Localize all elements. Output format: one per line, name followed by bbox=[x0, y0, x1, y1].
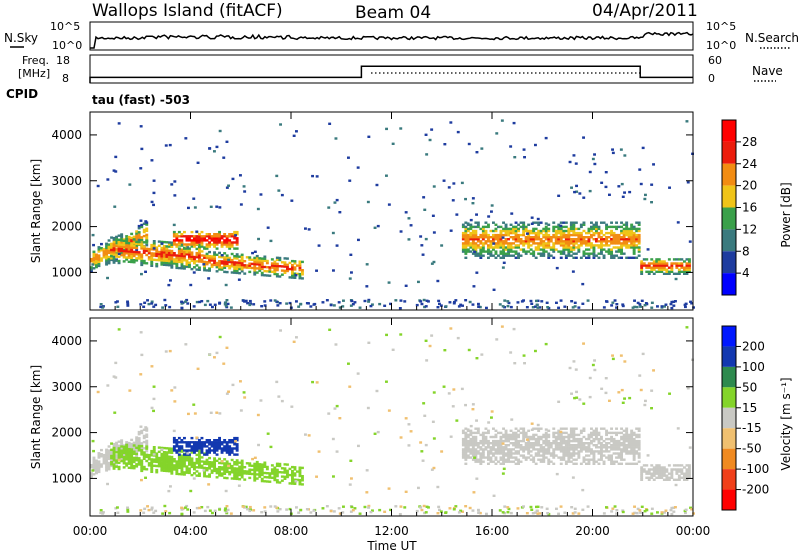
velocity-colorbar-tick-6: -100 bbox=[742, 462, 769, 476]
nave-tick-bottom: 0 bbox=[708, 72, 715, 85]
date-title: 04/Apr/2011 bbox=[592, 1, 698, 21]
noise-search-label: N.Search bbox=[745, 31, 799, 45]
xtick-4: 16:00 bbox=[475, 524, 510, 538]
beam-title: Beam 04 bbox=[355, 3, 431, 23]
velocity-colorbar-swatch-2 bbox=[722, 366, 736, 388]
power-echo-field bbox=[90, 119, 695, 310]
velocity-colorbar: 200 100 50 15 -15 -50 -100 -200 bbox=[721, 325, 769, 511]
xtick-2: 08:00 bbox=[274, 524, 309, 538]
velocity-colorbar-tick-5: -50 bbox=[742, 442, 762, 456]
velocity-colorbar-tick-4: -15 bbox=[742, 421, 762, 435]
power-colorbar-swatch-4 bbox=[722, 207, 736, 230]
power-colorbar-tick-0: 28 bbox=[742, 135, 757, 149]
power-colorbar-swatch-7 bbox=[722, 273, 736, 295]
freq-label: Freq. bbox=[22, 54, 49, 67]
velocity-colorbar-swatch-8 bbox=[722, 489, 736, 510]
velocity-colorbar-swatch-6 bbox=[722, 448, 736, 470]
power-colorbar-swatch-2 bbox=[722, 163, 736, 186]
xtick-0: 00:00 bbox=[73, 524, 108, 538]
velocity-colorbar-swatch-3 bbox=[722, 387, 736, 408]
cpid-text: tau (fast) -503 bbox=[92, 93, 190, 107]
noise-right-tick-bottom: 10^0 bbox=[706, 39, 736, 52]
power-colorbar-swatch-1 bbox=[722, 141, 736, 164]
velocity-ytick-1000: 1000 bbox=[51, 471, 82, 485]
xtick-5: 20:00 bbox=[575, 524, 610, 538]
power-ytick-3000: 3000 bbox=[51, 174, 82, 188]
velocity-colorbar-tick-3: 15 bbox=[742, 401, 757, 415]
power-colorbar-tick-6: 4 bbox=[742, 266, 750, 280]
cpid-label: CPID bbox=[6, 87, 38, 101]
power-colorbar-swatch-3 bbox=[722, 185, 736, 208]
velocity-ylabel: Slant Range [km] bbox=[29, 365, 43, 469]
noise-panel: N.Sky 10^5 10^0 10^5 10^0 N.Search bbox=[4, 20, 799, 52]
velocity-colorbar-label: Velocity [m s⁻¹] bbox=[779, 377, 793, 470]
noise-right-tick-top: 10^5 bbox=[706, 20, 736, 33]
freq-unit-label: [MHz] bbox=[18, 67, 50, 80]
time-axis: 00:00 04:00 08:00 12:00 16:00 20:00 00:00 bbox=[73, 112, 711, 538]
velocity-ytick-2000: 2000 bbox=[51, 426, 82, 440]
velocity-ytick-4000: 4000 bbox=[51, 334, 82, 348]
velocity-colorbar-swatch-7 bbox=[722, 469, 736, 490]
power-colorbar: 28 24 20 16 12 8 4 bbox=[721, 119, 757, 296]
noise-sky-series bbox=[90, 31, 694, 49]
power-colorbar-label: Power [dB] bbox=[779, 182, 793, 247]
power-ytick-4000: 4000 bbox=[51, 128, 82, 142]
power-panel: 4000 3000 2000 1000 Slant Range [km] bbox=[29, 111, 695, 311]
velocity-panel: 4000 3000 2000 1000 Slant Range [km] bbox=[29, 317, 695, 517]
power-colorbar-tick-4: 12 bbox=[742, 222, 757, 236]
power-colorbar-tick-1: 24 bbox=[742, 157, 757, 171]
velocity-colorbar-swatch-0 bbox=[722, 326, 736, 347]
velocity-colorbar-swatch-1 bbox=[722, 346, 736, 367]
velocity-colorbar-tick-1: 100 bbox=[742, 360, 765, 374]
frequency-panel: Freq. [MHz] CPID 18 8 60 0 Nave bbox=[6, 54, 783, 101]
xtick-1: 04:00 bbox=[173, 524, 208, 538]
xtick-6: 00:00 bbox=[676, 524, 711, 538]
power-ylabel: Slant Range [km] bbox=[29, 159, 43, 263]
freq-tick-top: 18 bbox=[56, 54, 70, 67]
power-colorbar-tick-3: 16 bbox=[742, 201, 757, 215]
frequency-series bbox=[89, 65, 693, 83]
power-colorbar-tick-5: 8 bbox=[742, 244, 750, 258]
velocity-echo-field bbox=[90, 325, 695, 516]
power-colorbar-swatch-6 bbox=[722, 251, 736, 274]
power-colorbar-swatch-0 bbox=[722, 120, 736, 142]
power-colorbar-swatch-5 bbox=[722, 229, 736, 252]
freq-tick-bottom: 8 bbox=[62, 72, 69, 85]
power-colorbar-tick-2: 20 bbox=[742, 179, 757, 193]
nave-label: Nave bbox=[752, 64, 783, 78]
velocity-colorbar-tick-0: 200 bbox=[742, 339, 765, 353]
noise-sky-label: N.Sky bbox=[4, 31, 38, 45]
noise-left-tick-bottom: 10^0 bbox=[52, 39, 82, 52]
time-axis-label: Time UT bbox=[366, 539, 417, 553]
xtick-3: 12:00 bbox=[374, 524, 409, 538]
velocity-colorbar-swatch-4 bbox=[722, 407, 736, 429]
power-ytick-2000: 2000 bbox=[51, 220, 82, 234]
power-ytick-1000: 1000 bbox=[51, 265, 82, 279]
noise-left-tick-top: 10^5 bbox=[50, 20, 80, 33]
nave-tick-top: 60 bbox=[708, 54, 722, 67]
velocity-ytick-3000: 3000 bbox=[51, 380, 82, 394]
velocity-colorbar-swatch-5 bbox=[722, 428, 736, 449]
station-title: Wallops Island (fitACF) bbox=[92, 1, 283, 21]
velocity-colorbar-tick-2: 50 bbox=[742, 380, 757, 394]
velocity-colorbar-tick-7: -200 bbox=[742, 483, 769, 497]
